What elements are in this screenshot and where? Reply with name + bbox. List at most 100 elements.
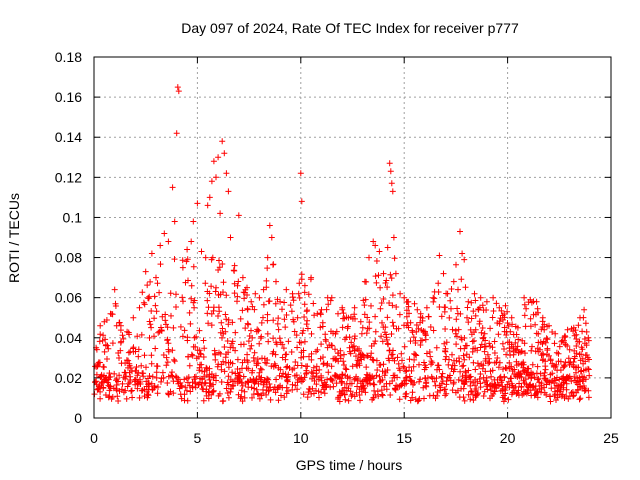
data-point bbox=[362, 296, 369, 303]
data-point bbox=[487, 343, 493, 350]
data-point bbox=[200, 337, 207, 344]
data-point bbox=[296, 294, 303, 301]
data-point bbox=[409, 327, 416, 334]
data-point bbox=[204, 310, 211, 317]
data-point bbox=[363, 278, 370, 285]
data-point bbox=[158, 324, 164, 331]
data-point bbox=[165, 238, 172, 245]
data-point bbox=[576, 396, 583, 403]
data-point bbox=[343, 334, 350, 341]
data-point bbox=[263, 284, 270, 291]
data-point bbox=[496, 320, 503, 327]
data-point bbox=[518, 384, 525, 391]
data-point bbox=[188, 295, 195, 302]
data-point bbox=[123, 395, 130, 402]
data-point bbox=[342, 396, 349, 403]
data-point bbox=[313, 370, 320, 377]
data-point bbox=[317, 311, 324, 318]
data-point bbox=[175, 88, 182, 95]
data-point bbox=[189, 352, 196, 359]
data-point bbox=[351, 311, 358, 318]
data-point bbox=[461, 397, 468, 404]
data-point bbox=[378, 333, 385, 340]
data-point bbox=[308, 350, 315, 357]
data-point bbox=[462, 284, 469, 291]
data-point bbox=[465, 319, 472, 326]
data-point bbox=[310, 373, 317, 379]
chart-title: Day 097 of 2024, Rate Of TEC Index for r… bbox=[181, 20, 519, 36]
data-point bbox=[488, 373, 495, 380]
data-point bbox=[111, 370, 118, 377]
data-point bbox=[461, 356, 468, 363]
data-point bbox=[359, 324, 366, 331]
y-tick-label: 0.02 bbox=[55, 370, 82, 386]
data-point bbox=[576, 378, 583, 385]
data-point bbox=[566, 346, 573, 353]
data-point bbox=[342, 365, 349, 372]
data-point bbox=[165, 373, 172, 380]
data-point bbox=[448, 305, 454, 312]
data-point bbox=[264, 330, 271, 337]
data-point bbox=[117, 347, 124, 354]
data-point bbox=[432, 395, 439, 402]
data-point bbox=[472, 312, 479, 319]
data-point bbox=[275, 397, 282, 404]
data-point bbox=[303, 308, 310, 315]
data-point bbox=[373, 279, 380, 286]
data-point bbox=[551, 380, 558, 387]
data-point bbox=[188, 351, 195, 358]
data-point bbox=[415, 325, 422, 332]
data-point bbox=[351, 343, 357, 349]
data-point bbox=[413, 352, 420, 359]
data-point bbox=[472, 382, 478, 389]
data-point bbox=[304, 363, 311, 370]
data-point bbox=[518, 348, 525, 355]
data-point bbox=[123, 357, 130, 364]
data-point bbox=[239, 359, 246, 366]
data-point bbox=[474, 347, 481, 354]
data-point bbox=[586, 356, 592, 363]
data-point bbox=[564, 343, 571, 349]
data-point bbox=[468, 299, 475, 306]
data-point bbox=[180, 298, 186, 305]
data-point bbox=[294, 314, 301, 321]
data-point bbox=[575, 322, 582, 329]
data-point bbox=[535, 375, 542, 382]
data-point bbox=[469, 338, 476, 345]
data-point bbox=[394, 354, 401, 361]
data-point bbox=[380, 361, 387, 368]
data-point bbox=[272, 300, 279, 307]
data-point bbox=[134, 333, 141, 340]
data-point bbox=[528, 369, 535, 376]
data-point bbox=[136, 394, 143, 401]
data-point bbox=[203, 364, 210, 371]
data-point bbox=[440, 270, 447, 277]
data-point bbox=[311, 377, 318, 384]
data-point bbox=[447, 297, 454, 304]
data-point bbox=[502, 387, 509, 394]
data-point bbox=[221, 344, 228, 350]
data-point bbox=[536, 385, 543, 392]
data-point bbox=[396, 311, 403, 318]
data-point bbox=[389, 378, 396, 384]
data-point bbox=[185, 379, 191, 386]
data-point bbox=[423, 304, 430, 311]
data-point bbox=[284, 378, 291, 385]
data-point bbox=[529, 361, 536, 368]
data-point bbox=[205, 304, 212, 311]
data-point bbox=[264, 317, 271, 324]
data-point bbox=[481, 343, 488, 350]
data-point bbox=[500, 366, 506, 373]
data-point bbox=[583, 328, 590, 335]
data-point bbox=[197, 351, 204, 358]
data-point bbox=[384, 244, 391, 251]
data-point bbox=[172, 373, 179, 380]
data-point bbox=[154, 390, 161, 397]
data-point bbox=[241, 388, 248, 395]
data-point bbox=[146, 334, 153, 341]
data-point bbox=[399, 380, 406, 387]
data-point bbox=[215, 304, 222, 311]
data-point bbox=[508, 375, 515, 382]
data-point bbox=[155, 329, 162, 336]
data-point bbox=[239, 382, 246, 389]
